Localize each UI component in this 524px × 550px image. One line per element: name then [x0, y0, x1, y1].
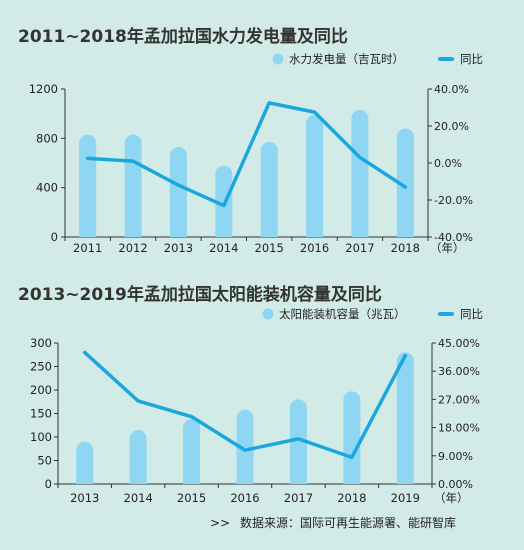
legend-line-label: 同比	[460, 307, 483, 321]
legend-bar-label: 水力发电量（吉瓦时）	[289, 52, 404, 66]
chart-title: 2011~2018年孟加拉国水力发电量及同比	[18, 26, 348, 47]
x-tick-label: 2012	[118, 241, 147, 255]
x-tick-label: 2013	[70, 491, 99, 505]
bar	[236, 409, 254, 484]
x-tick-label: 2014	[209, 241, 238, 255]
y-tick-label-left: 300	[30, 336, 52, 350]
y-tick-label-right: 0.0%	[434, 157, 462, 170]
bar	[289, 399, 307, 484]
yoy-line	[85, 101, 408, 208]
source-note: >> 数据来源：国际可再生能源署、能研智库	[210, 515, 456, 530]
y-tick-label-left: 200	[30, 383, 52, 397]
y-tick-label-right: 27.00%	[438, 393, 480, 406]
bar	[129, 429, 147, 484]
y-tick-label-right: 0.00%	[438, 478, 473, 491]
x-tick-label: 2016	[230, 491, 259, 505]
x-tick-label: 2016	[300, 241, 329, 255]
y-tick-label-left: 250	[30, 360, 52, 374]
y-tick-label-left: 50	[37, 454, 52, 468]
bar	[351, 109, 369, 237]
x-tick-label: 2019	[391, 491, 420, 505]
y-tick-label-right: 36.00%	[438, 365, 480, 378]
x-tick-label: 2018	[337, 491, 366, 505]
y-tick-label-left: 0	[51, 230, 58, 244]
x-axis-unit: （年）	[434, 491, 469, 505]
y-tick-label-left: 1200	[29, 82, 58, 96]
y-tick-label-right: 18.00%	[438, 422, 480, 435]
y-tick-label-left: 0	[45, 477, 52, 491]
y-tick-label-right: 45.00%	[438, 337, 480, 350]
bar	[169, 146, 187, 237]
x-tick-label: 2011	[73, 241, 102, 255]
y-tick-label-left: 100	[30, 430, 52, 444]
y-tick-label-right: -20.0%	[434, 194, 473, 207]
x-tick-label: 2014	[124, 491, 153, 505]
x-tick-label: 2018	[391, 241, 420, 255]
bar	[124, 134, 142, 237]
bar	[306, 114, 324, 237]
x-tick-label: 2017	[345, 241, 374, 255]
x-tick-label: 2015	[177, 491, 206, 505]
x-tick-label: 2015	[255, 241, 284, 255]
bar	[343, 391, 361, 484]
bar	[79, 134, 97, 237]
y-tick-label-right: 9.00%	[438, 450, 473, 463]
legend-bar-label: 太阳能装机容量（兆瓦）	[279, 307, 406, 321]
legend-line-label: 同比	[460, 52, 483, 66]
hydro-chart: 2011~2018年孟加拉国水力发电量及同比 0 400 800 1200 -40.0%…	[18, 26, 483, 255]
legend-bar-swatch	[272, 53, 284, 65]
y-tick-label-left: 150	[30, 407, 52, 421]
y-tick-label-left: 400	[36, 181, 58, 195]
chart-title: 2013~2019年孟加拉国太阳能装机容量及同比	[18, 284, 382, 305]
x-tick-label: 2017	[284, 491, 313, 505]
bar	[396, 128, 414, 237]
source-text: 数据来源：国际可再生能源署、能研智库	[240, 515, 456, 530]
y-tick-label-right: -40.0%	[434, 231, 473, 244]
bar	[260, 142, 278, 237]
y-tick-label-right: 20.0%	[434, 120, 469, 133]
y-tick-label-right: 40.0%	[434, 83, 469, 96]
bar	[76, 441, 94, 484]
bar	[396, 352, 414, 484]
x-axis-unit: （年）	[430, 241, 465, 255]
x-tick-label: 2013	[164, 241, 193, 255]
bar	[183, 419, 201, 484]
legend-bar-swatch	[262, 308, 274, 320]
y-tick-label-left: 800	[36, 131, 58, 145]
solar-chart: 2013~2019年孟加拉国太阳能装机容量及同比 0 50 100 150 200 250…	[18, 284, 483, 505]
source-arrow: >>	[210, 516, 230, 530]
